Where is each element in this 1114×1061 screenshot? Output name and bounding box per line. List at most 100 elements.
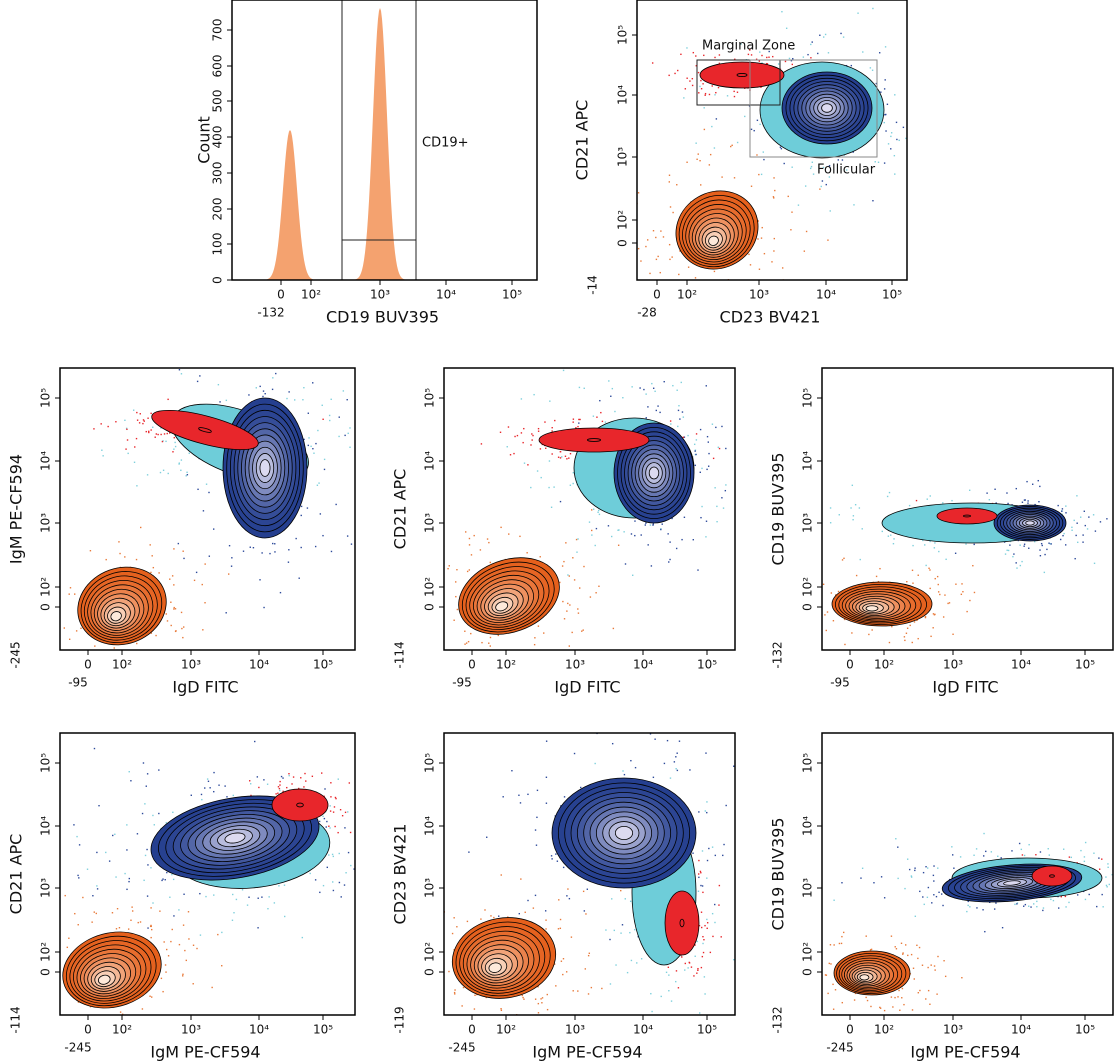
event-dot <box>600 411 602 414</box>
event-dot <box>314 545 317 548</box>
event-dot <box>169 896 171 898</box>
event-dot <box>651 382 653 385</box>
event-dot <box>721 176 723 178</box>
x-tick-label: 10² <box>874 658 894 672</box>
event-dot <box>1015 562 1017 564</box>
event-dot <box>174 445 177 448</box>
event-dot <box>51 979 52 980</box>
event-dot <box>879 1006 881 1009</box>
event-dot <box>539 556 541 558</box>
event-dot <box>568 575 571 577</box>
event-dot <box>170 940 172 943</box>
event-dot <box>914 869 916 872</box>
event-dot <box>1026 480 1028 483</box>
event-dot <box>300 777 302 779</box>
event-dot <box>671 517 673 520</box>
event-dot <box>634 928 636 931</box>
event-dot <box>672 211 674 214</box>
event-dot <box>842 654 843 655</box>
event-dot <box>902 952 904 954</box>
event-dot <box>213 771 215 774</box>
event-dot <box>605 929 607 931</box>
event-dot <box>182 636 184 639</box>
event-dot <box>196 947 198 950</box>
event-dot <box>933 894 935 896</box>
event-dot <box>781 11 783 13</box>
event-dot <box>943 102 944 103</box>
event-dot <box>1019 544 1021 546</box>
event-dot <box>597 511 599 513</box>
event-dot <box>912 582 914 584</box>
event-dot <box>645 393 647 395</box>
event-dot <box>1083 510 1085 512</box>
event-dot <box>711 423 714 425</box>
event-dot <box>172 811 174 814</box>
event-dot <box>696 972 698 974</box>
y-tick-label: 100 <box>211 233 225 256</box>
event-dot <box>734 58 736 60</box>
event-dot <box>852 515 855 517</box>
event-dot <box>707 441 710 443</box>
event-dot <box>73 824 75 826</box>
event-dot <box>173 606 175 609</box>
event-dot <box>701 505 703 508</box>
event-dot <box>966 610 968 613</box>
event-dot <box>788 57 791 60</box>
event-dot <box>209 787 211 789</box>
event-dot <box>334 825 336 828</box>
event-dot <box>762 151 764 153</box>
event-dot <box>702 83 704 85</box>
event-dot <box>150 412 152 415</box>
event-dot <box>208 555 211 557</box>
event-dot <box>714 903 716 906</box>
event-dot <box>837 590 840 593</box>
event-dot <box>883 162 886 164</box>
event-dot <box>772 55 774 58</box>
event-dot <box>174 608 177 610</box>
event-dot <box>130 919 132 921</box>
event-dot <box>1106 886 1108 888</box>
event-dot <box>297 787 300 790</box>
event-dot <box>812 173 815 175</box>
x-tick-label: 10³ <box>181 1023 201 1037</box>
event-dot <box>372 802 373 803</box>
event-dot <box>136 642 138 645</box>
event-dot <box>473 534 475 537</box>
event-dot <box>731 144 733 147</box>
event-dot <box>634 520 636 522</box>
event-dot <box>695 439 698 441</box>
x-tick-label: 10² <box>496 1023 516 1037</box>
contour <box>1049 874 1055 878</box>
event-dot <box>937 583 939 586</box>
event-dot <box>1060 896 1063 898</box>
y-tick-label: 10³ <box>39 513 53 533</box>
event-dot <box>768 50 770 53</box>
event-dot <box>960 593 963 596</box>
event-dot <box>706 468 708 471</box>
event-dot <box>218 784 220 786</box>
event-dot <box>278 787 281 790</box>
event-dot <box>286 397 288 400</box>
event-dot <box>566 458 568 460</box>
event-dot <box>282 777 284 779</box>
plot-frame <box>443 732 736 1016</box>
event-dot <box>684 88 687 90</box>
event-dot <box>924 615 927 618</box>
event-dot <box>872 7 874 10</box>
event-dot <box>115 876 117 878</box>
event-dot <box>190 794 192 796</box>
event-dot <box>644 524 647 526</box>
event-dot <box>611 742 614 745</box>
event-dot <box>241 889 244 891</box>
event-dot <box>159 910 161 912</box>
y-tick-label: 10³ <box>801 513 815 533</box>
event-dot <box>843 557 845 560</box>
event-dot <box>934 577 936 580</box>
event-dot <box>1083 856 1086 858</box>
event-dot <box>322 534 324 537</box>
event-dot <box>670 285 671 286</box>
event-dot <box>718 62 721 65</box>
event-dot <box>225 612 227 614</box>
x-min-label: -95 <box>830 676 850 690</box>
